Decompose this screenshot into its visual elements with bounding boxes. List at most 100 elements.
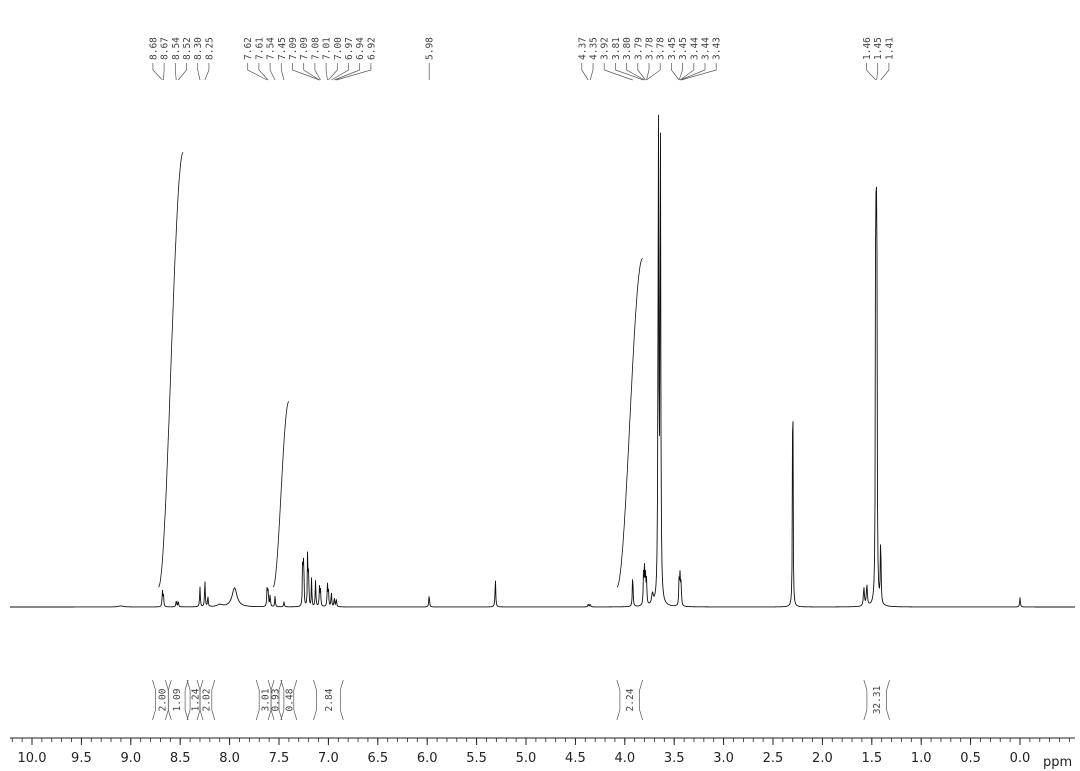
peak-label: 3.44 xyxy=(701,37,712,60)
spectrum-trace xyxy=(10,114,1075,608)
peak-label-leader xyxy=(197,63,201,81)
x-axis-tick-label: 1.0 xyxy=(911,751,932,766)
x-axis-tick-label: 3.0 xyxy=(713,751,734,766)
peak-label: 7.01 xyxy=(322,37,333,60)
x-axis-tick-label: 6.5 xyxy=(367,751,388,766)
peak-label-leader xyxy=(589,63,594,81)
x-axis-tick-label: 8.0 xyxy=(219,751,240,766)
peak-label-leader xyxy=(880,63,890,81)
x-axis-tick-label: 6.0 xyxy=(417,751,438,766)
peak-label-leader xyxy=(328,63,338,81)
x-axis-tick-label: 0.5 xyxy=(960,751,981,766)
peak-label: 3.80 xyxy=(622,37,633,60)
peak-label-leader xyxy=(163,63,165,81)
peak-label-leader xyxy=(603,63,633,81)
peak-label: 7.61 xyxy=(254,37,265,60)
integral-label: 2.84 xyxy=(324,688,335,711)
peak-label-leader xyxy=(581,63,589,81)
x-axis-tick-label: 0.0 xyxy=(1010,751,1031,766)
spectrum xyxy=(10,114,1075,608)
peak-label: 7.45 xyxy=(277,37,288,60)
integral-curve xyxy=(158,152,184,588)
peak-label: 5.98 xyxy=(425,37,436,60)
integral-label: 0.93 xyxy=(271,689,282,712)
peak-label-leader xyxy=(204,63,210,81)
x-axis-tick-label: 1.5 xyxy=(861,751,882,766)
peak-label: 3.43 xyxy=(712,37,723,60)
peak-label: 6.92 xyxy=(366,37,377,60)
peak-label: 7.00 xyxy=(333,37,344,60)
peak-label-leader xyxy=(671,63,680,81)
peak-label: 7.08 xyxy=(310,37,321,60)
peak-label: 7.09 xyxy=(299,37,310,60)
integral-bracket xyxy=(267,679,283,721)
peak-label-leader xyxy=(615,63,644,81)
x-axis-tick-label: 3.5 xyxy=(664,751,685,766)
integral-label: 2.24 xyxy=(625,688,636,711)
peak-label-leader xyxy=(336,63,372,81)
peak-label-leader xyxy=(247,63,268,81)
peak-label: 3.78 xyxy=(656,37,667,60)
integral-bracket xyxy=(164,679,189,721)
x-axis-tick-label: 10.0 xyxy=(18,751,47,766)
peak-label-leader xyxy=(292,63,320,81)
peak-label-leader xyxy=(177,63,187,81)
peak-label: 6.97 xyxy=(344,37,355,60)
peak-label-leader xyxy=(269,63,276,81)
integral-label: 2.02 xyxy=(201,689,212,712)
peak-label: 8.30 xyxy=(193,37,204,60)
peak-labels: 8.68 8.67 8.54 8.52 8.30 8.25 7.62 7.61 7.54 7.45… xyxy=(148,37,895,81)
peak-label: 7.09 xyxy=(288,37,299,60)
peak-label-leader xyxy=(681,63,717,81)
peak-label-leader xyxy=(679,63,706,81)
x-axis-unit-label: ppm xyxy=(1043,755,1072,770)
x-axis-tick-label: 4.0 xyxy=(614,751,635,766)
x-axis-tick-label: 5.0 xyxy=(516,751,537,766)
peak-label-leader xyxy=(152,63,163,81)
integral-bracket xyxy=(616,679,643,721)
peak-label-leader xyxy=(303,63,320,81)
x-axis: 10.510.09.59.08.58.07.57.06.56.05.55.04.… xyxy=(10,737,1075,766)
integral-bracket xyxy=(863,679,890,721)
peak-label: 6.94 xyxy=(355,37,366,60)
peak-label-leader xyxy=(876,63,879,81)
integral-curve xyxy=(272,401,290,588)
x-axis-tick-label: 7.0 xyxy=(318,751,339,766)
x-axis-tick-label: 8.5 xyxy=(170,751,191,766)
peak-label: 3.44 xyxy=(689,37,700,60)
peak-label: 8.67 xyxy=(160,37,171,60)
peak-label-leader xyxy=(646,63,661,81)
integral-label: 1.24 xyxy=(191,688,202,711)
peak-label: 3.81 xyxy=(611,37,622,60)
peak-label-leader xyxy=(314,63,321,81)
x-axis-tick-label: 9.0 xyxy=(120,751,141,766)
peak-label: 8.52 xyxy=(182,37,193,60)
peak-label: 4.35 xyxy=(589,37,600,60)
peak-label: 8.54 xyxy=(171,37,182,60)
integral-label: 0.48 xyxy=(284,688,295,711)
peak-label-leader xyxy=(866,63,877,81)
peak-label: 3.79 xyxy=(633,37,644,60)
x-axis-tick-label: 2.0 xyxy=(812,751,833,766)
peak-label-leader xyxy=(258,63,269,81)
peak-label: 3.45 xyxy=(678,37,689,60)
peak-label: 3.78 xyxy=(645,37,656,60)
peak-label-leader xyxy=(679,63,695,81)
peak-label-leader xyxy=(331,63,349,81)
x-axis-tick-label: 2.5 xyxy=(763,751,784,766)
integral-bracket xyxy=(313,679,344,721)
peak-label: 8.68 xyxy=(148,37,159,60)
peak-label-leader xyxy=(174,63,177,81)
peak-label: 4.37 xyxy=(577,37,588,60)
integral-bracket xyxy=(196,679,216,721)
peak-label-leader xyxy=(325,63,328,81)
integral-label: 3.01 xyxy=(261,688,272,711)
peak-label: 7.54 xyxy=(266,37,277,60)
peak-label: 3.92 xyxy=(600,37,611,60)
peak-label: 1.41 xyxy=(884,37,895,60)
x-axis-tick-label: 4.5 xyxy=(565,751,586,766)
peak-label: 7.62 xyxy=(243,37,254,60)
peak-label-leader xyxy=(646,63,650,81)
peak-label-leader xyxy=(678,63,683,81)
